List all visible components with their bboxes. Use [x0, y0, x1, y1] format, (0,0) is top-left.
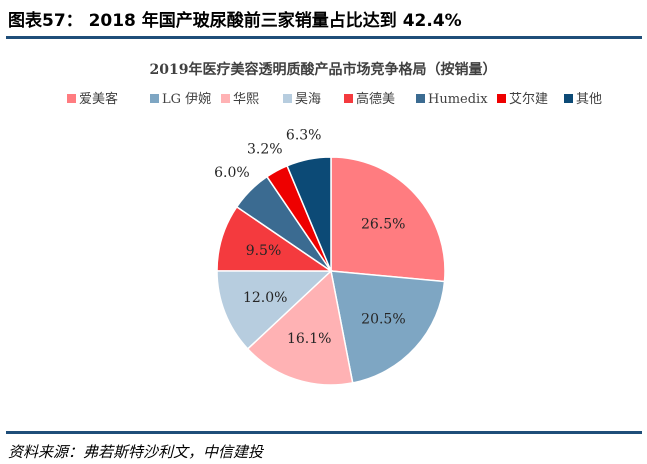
pie-slice — [330, 270, 446, 384]
legend-label: 爱美客 — [79, 91, 118, 107]
legend-swatch — [564, 94, 573, 103]
pie-slices — [216, 156, 446, 386]
source-note: 资料来源：弗若斯特沙利文，中信建投 — [8, 443, 264, 461]
figure-title: 图表57： 2018 年国产玻尿酸前三家销量占比达到 42.4% — [8, 11, 462, 31]
slice-value-label: 6.0% — [214, 165, 250, 181]
slice-value-label: 12.0% — [243, 290, 287, 306]
legend-swatch — [497, 94, 506, 103]
slice-value-label: 6.3% — [286, 128, 322, 144]
slice-value-label: 20.5% — [361, 311, 405, 327]
pie-slice — [330, 156, 446, 283]
slice-value-label: 16.1% — [287, 331, 331, 347]
slice-value-label: 26.5% — [361, 216, 405, 232]
legend-swatch — [221, 94, 230, 103]
legend-label: Humedix — [428, 92, 488, 107]
legend-label: 其他 — [576, 92, 602, 107]
legend-label: 高德美 — [356, 91, 395, 107]
legend-label: 华熙 — [233, 92, 259, 107]
chart-legend: 爱美客 LG 伊婉 华熙 昊海 高德美 Humedix 艾尔建 其他 — [67, 91, 602, 107]
pie-slice — [286, 156, 332, 272]
legend-swatch — [67, 94, 76, 103]
legend-swatch — [344, 94, 353, 103]
top-divider — [6, 36, 642, 39]
slice-value-label: 3.2% — [247, 142, 283, 158]
slice-value-label: 9.5% — [246, 243, 282, 259]
pie-slice — [216, 270, 333, 350]
legend-label: 艾尔建 — [509, 92, 548, 107]
slice-labels: 26.5% 20.5% 16.1% 12.0% 9.5% 6.0% 3.2%6.3% — [214, 128, 406, 348]
legend-swatch — [150, 94, 159, 103]
legend-label: LG 伊婉 — [162, 91, 211, 107]
bottom-divider — [6, 431, 642, 434]
pie-slice — [246, 269, 354, 386]
legend-swatch — [283, 94, 292, 103]
legend-swatch — [416, 94, 425, 103]
chart-title: 2019年医疗美容透明质酸产品市场竞争格局（按销量） — [150, 61, 497, 78]
legend-label: 昊海 — [295, 92, 321, 107]
pie-chart: 2019年医疗美容透明质酸产品市场竞争格局（按销量） 爱美客 LG 伊婉 华熙 昊海 高… — [67, 61, 602, 386]
